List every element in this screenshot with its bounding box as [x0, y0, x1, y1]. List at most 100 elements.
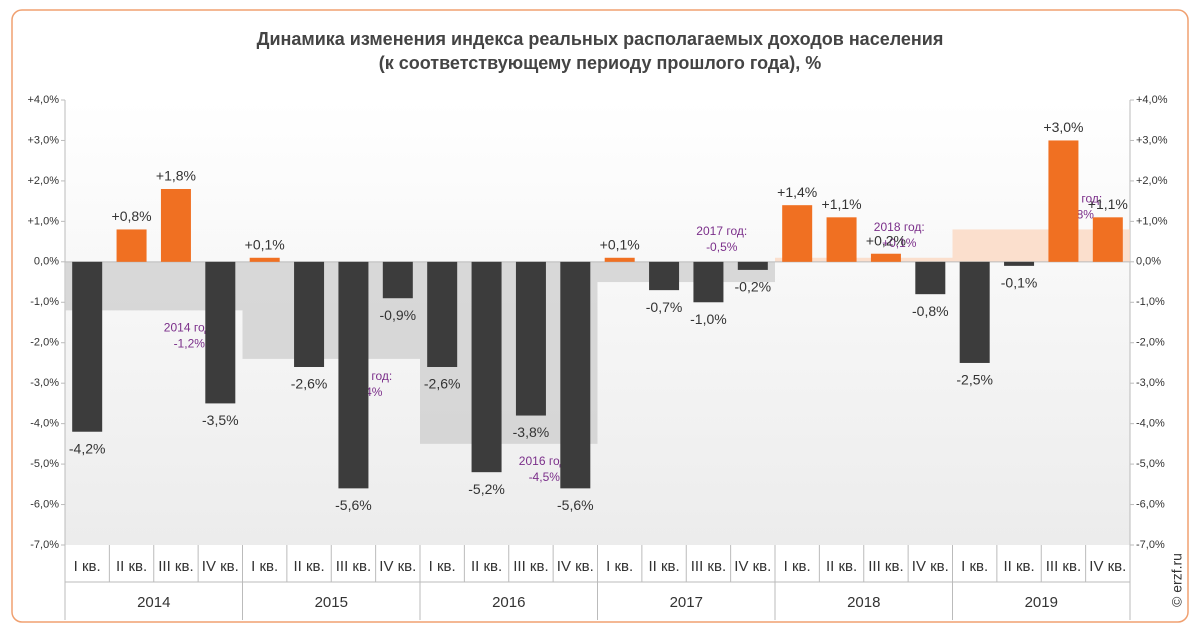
- annual-band: [775, 257, 953, 262]
- y2-tick-label: +4,0%: [1136, 94, 1168, 106]
- value-label: -2,6%: [291, 376, 328, 392]
- year-label: 2017: [670, 594, 703, 611]
- year-label: 2019: [1025, 594, 1058, 611]
- value-label: +0,8%: [112, 208, 152, 224]
- bar: [693, 261, 724, 303]
- y-tick-label: +4,0%: [28, 94, 60, 106]
- x-tick-label: II кв.: [648, 558, 679, 575]
- bar: [205, 261, 236, 404]
- y-tick-label: -2,0%: [30, 337, 59, 349]
- bar: [116, 229, 147, 262]
- x-tick-label: III кв.: [513, 558, 548, 575]
- y2-tick-label: +1,0%: [1136, 215, 1168, 227]
- x-tick-label: II кв.: [116, 558, 147, 575]
- x-tick-label: I кв.: [429, 558, 456, 575]
- value-label: -5,6%: [335, 497, 372, 513]
- y-tick-label: +1,0%: [28, 215, 60, 227]
- year-label: 2015: [315, 594, 348, 611]
- y2-tick-label: -6,0%: [1136, 498, 1165, 510]
- value-label: +0,1%: [245, 236, 285, 252]
- annual-band: [597, 261, 775, 283]
- bar: [870, 253, 901, 262]
- value-label: +1,1%: [1088, 196, 1128, 212]
- x-tick-label: I кв.: [251, 558, 278, 575]
- x-tick-label: I кв.: [606, 558, 633, 575]
- annual-label: 2016 год:: [519, 454, 570, 468]
- value-label: +3,0%: [1043, 119, 1083, 135]
- value-label: -5,6%: [557, 497, 594, 513]
- year-label: 2014: [137, 594, 170, 611]
- bar: [915, 261, 946, 295]
- chart-title: Динамика изменения индекса реальных расп…: [257, 29, 944, 49]
- bar: [427, 261, 458, 367]
- chart-subtitle: (к соответствующему периоду прошлого год…: [379, 53, 822, 73]
- x-tick-label: IV кв.: [379, 558, 416, 575]
- y-tick-label: +3,0%: [28, 134, 60, 146]
- y2-tick-label: +2,0%: [1136, 175, 1168, 187]
- annual-value-label: -4,5%: [529, 470, 561, 484]
- y2-tick-label: 0,0%: [1136, 256, 1161, 268]
- bar: [338, 261, 369, 489]
- x-tick-label: II кв.: [471, 558, 502, 575]
- value-label: +0,1%: [600, 236, 640, 252]
- y2-tick-label: +3,0%: [1136, 134, 1168, 146]
- x-tick-label: IV кв.: [202, 558, 239, 575]
- value-label: -2,6%: [424, 376, 461, 392]
- bar: [72, 261, 103, 432]
- bar: [294, 261, 325, 367]
- x-tick-label: IV кв.: [1089, 558, 1126, 575]
- watermark: © erzf.ru: [1169, 553, 1185, 607]
- x-tick-label: I кв.: [74, 558, 101, 575]
- annual-label: 2017 год:: [696, 224, 747, 238]
- annual-label: 2014 год:: [164, 321, 215, 335]
- bar: [782, 205, 813, 262]
- bar: [737, 261, 768, 270]
- x-tick-label: II кв.: [826, 558, 857, 575]
- y-tick-label: -6,0%: [30, 498, 59, 510]
- bar: [382, 261, 413, 299]
- bar: [604, 257, 635, 262]
- y-tick-label: -7,0%: [30, 539, 59, 551]
- x-tick-label: III кв.: [868, 558, 903, 575]
- y2-tick-label: -1,0%: [1136, 296, 1165, 308]
- x-tick-label: I кв.: [961, 558, 988, 575]
- y2-tick-label: -3,0%: [1136, 377, 1165, 389]
- value-label: +1,4%: [777, 184, 817, 200]
- bar: [826, 217, 857, 262]
- y2-tick-label: -2,0%: [1136, 337, 1165, 349]
- y2-tick-label: -5,0%: [1136, 458, 1165, 470]
- y-tick-label: -3,0%: [30, 377, 59, 389]
- annual-value-label: -0,5%: [706, 240, 738, 254]
- value-label: -3,8%: [513, 424, 550, 440]
- value-label: -0,1%: [1001, 275, 1038, 291]
- bar: [249, 257, 280, 262]
- value-label: +1,1%: [822, 196, 862, 212]
- bar: [649, 261, 680, 291]
- bar: [515, 261, 546, 416]
- bar: [1092, 217, 1123, 262]
- y2-tick-label: -4,0%: [1136, 418, 1165, 430]
- annual-label: 2018 год:: [874, 220, 925, 234]
- value-label: -1,0%: [690, 311, 727, 327]
- bar: [959, 261, 990, 363]
- y-tick-label: -1,0%: [30, 296, 59, 308]
- bar: [560, 261, 591, 489]
- value-label: -0,2%: [735, 279, 772, 295]
- value-label: -0,8%: [912, 303, 949, 319]
- value-label: -5,2%: [468, 481, 505, 497]
- x-tick-label: III кв.: [691, 558, 726, 575]
- annual-value-label: +0,1%: [882, 236, 917, 250]
- bar: [1048, 140, 1079, 262]
- value-label: -0,7%: [646, 299, 683, 315]
- x-tick-label: II кв.: [293, 558, 324, 575]
- bar: [160, 189, 191, 262]
- value-label: +0,2%: [866, 232, 906, 248]
- y-tick-label: -5,0%: [30, 458, 59, 470]
- value-label: +1,8%: [156, 168, 196, 184]
- x-tick-label: II кв.: [1003, 558, 1034, 575]
- x-tick-label: III кв.: [1046, 558, 1081, 575]
- x-tick-label: IV кв.: [557, 558, 594, 575]
- bar: [471, 261, 502, 473]
